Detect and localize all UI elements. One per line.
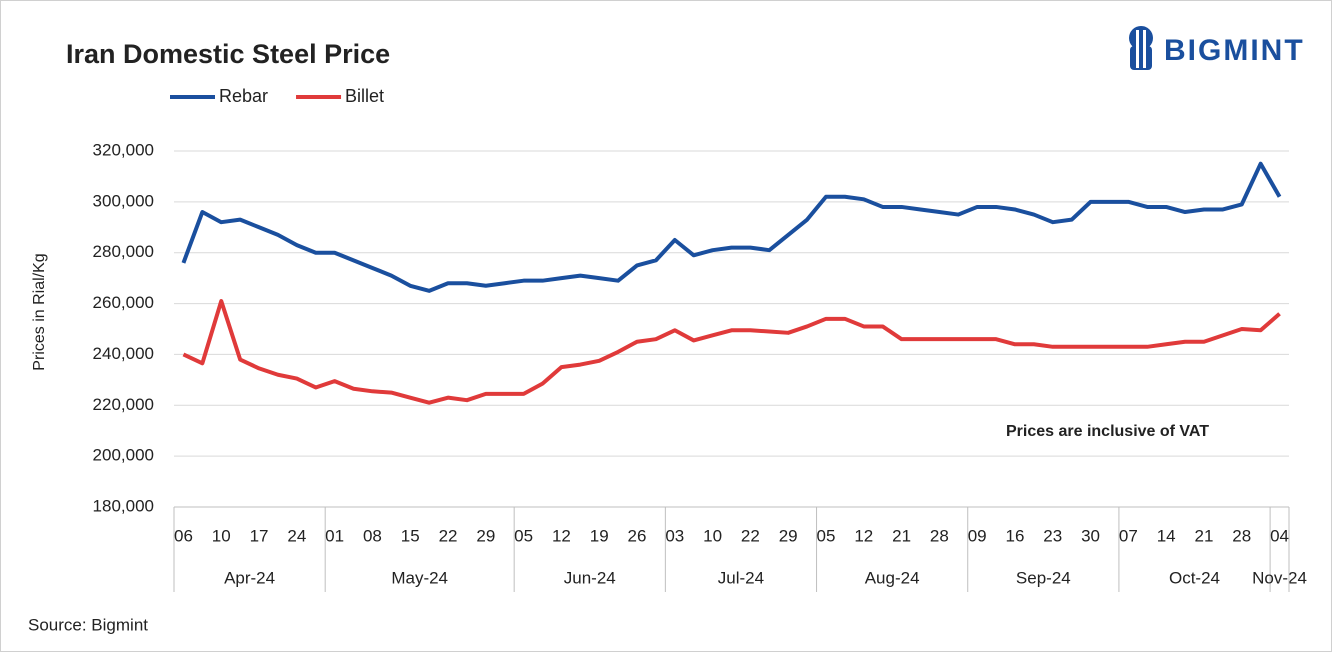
group-label: May-24 xyxy=(391,568,448,587)
x-tick-label: 21 xyxy=(1194,526,1213,545)
legend-label: Billet xyxy=(345,86,384,106)
brand: BIGMINT xyxy=(1164,34,1305,67)
x-tick-label: 08 xyxy=(363,526,382,545)
x-tick-label: 07 xyxy=(1119,526,1138,545)
chart-title: Iran Domestic Steel Price xyxy=(66,39,390,69)
annotation: Prices are inclusive of VAT xyxy=(1006,423,1209,440)
x-tick-label: 04 xyxy=(1270,526,1289,545)
y-axis-label: Prices in Rial/Kg xyxy=(31,253,48,370)
x-tick-label: 22 xyxy=(741,526,760,545)
group-label: Sep-24 xyxy=(1016,568,1071,587)
x-tick-label: 30 xyxy=(1081,526,1100,545)
series-line xyxy=(181,161,1282,293)
x-tick-label: 10 xyxy=(212,526,231,545)
x-tick-label: 10 xyxy=(703,526,722,545)
x-tick-label: 03 xyxy=(665,526,684,545)
series-line xyxy=(182,299,1281,405)
x-tick-label: 29 xyxy=(476,526,495,545)
group-label: Jul-24 xyxy=(718,568,764,587)
group-label: Jun-24 xyxy=(564,568,616,587)
x-tick-label: 09 xyxy=(968,526,987,545)
x-tick-label: 12 xyxy=(854,526,873,545)
y-tick-label: 300,000 xyxy=(93,191,154,210)
x-tick-label: 24 xyxy=(287,526,306,545)
x-tick-label: 22 xyxy=(439,526,458,545)
y-tick-label: 280,000 xyxy=(93,242,154,261)
y-tick-label: 180,000 xyxy=(93,496,154,515)
x-tick-label: 21 xyxy=(892,526,911,545)
legend-label: Rebar xyxy=(219,86,268,106)
group-label: Apr-24 xyxy=(224,568,275,587)
x-tick-label: 01 xyxy=(325,526,344,545)
x-tick-label: 26 xyxy=(628,526,647,545)
x-tick-label: 12 xyxy=(552,526,571,545)
source: Source: Bigmint xyxy=(28,615,148,634)
y-tick-label: 260,000 xyxy=(93,293,154,312)
x-tick-label: 23 xyxy=(1043,526,1062,545)
x-tick-label: 29 xyxy=(779,526,798,545)
x-tick-label: 28 xyxy=(1232,526,1251,545)
group-label: Aug-24 xyxy=(865,568,920,587)
x-tick-label: 06 xyxy=(174,526,193,545)
group-label: Oct-24 xyxy=(1169,568,1220,587)
x-tick-label: 17 xyxy=(250,526,269,545)
x-tick-label: 28 xyxy=(930,526,949,545)
y-tick-label: 200,000 xyxy=(93,446,154,465)
y-tick-label: 220,000 xyxy=(93,395,154,414)
x-tick-label: 15 xyxy=(401,526,420,545)
x-tick-label: 19 xyxy=(590,526,609,545)
x-tick-label: 05 xyxy=(817,526,836,545)
x-tick-label: 16 xyxy=(1006,526,1025,545)
y-tick-label: 240,000 xyxy=(93,344,154,363)
x-tick-label: 14 xyxy=(1157,526,1176,545)
group-label: Nov-24 xyxy=(1252,568,1307,587)
x-tick-label: 05 xyxy=(514,526,533,545)
y-tick-label: 320,000 xyxy=(93,140,154,159)
logo: BIGMINT xyxy=(1129,26,1305,70)
